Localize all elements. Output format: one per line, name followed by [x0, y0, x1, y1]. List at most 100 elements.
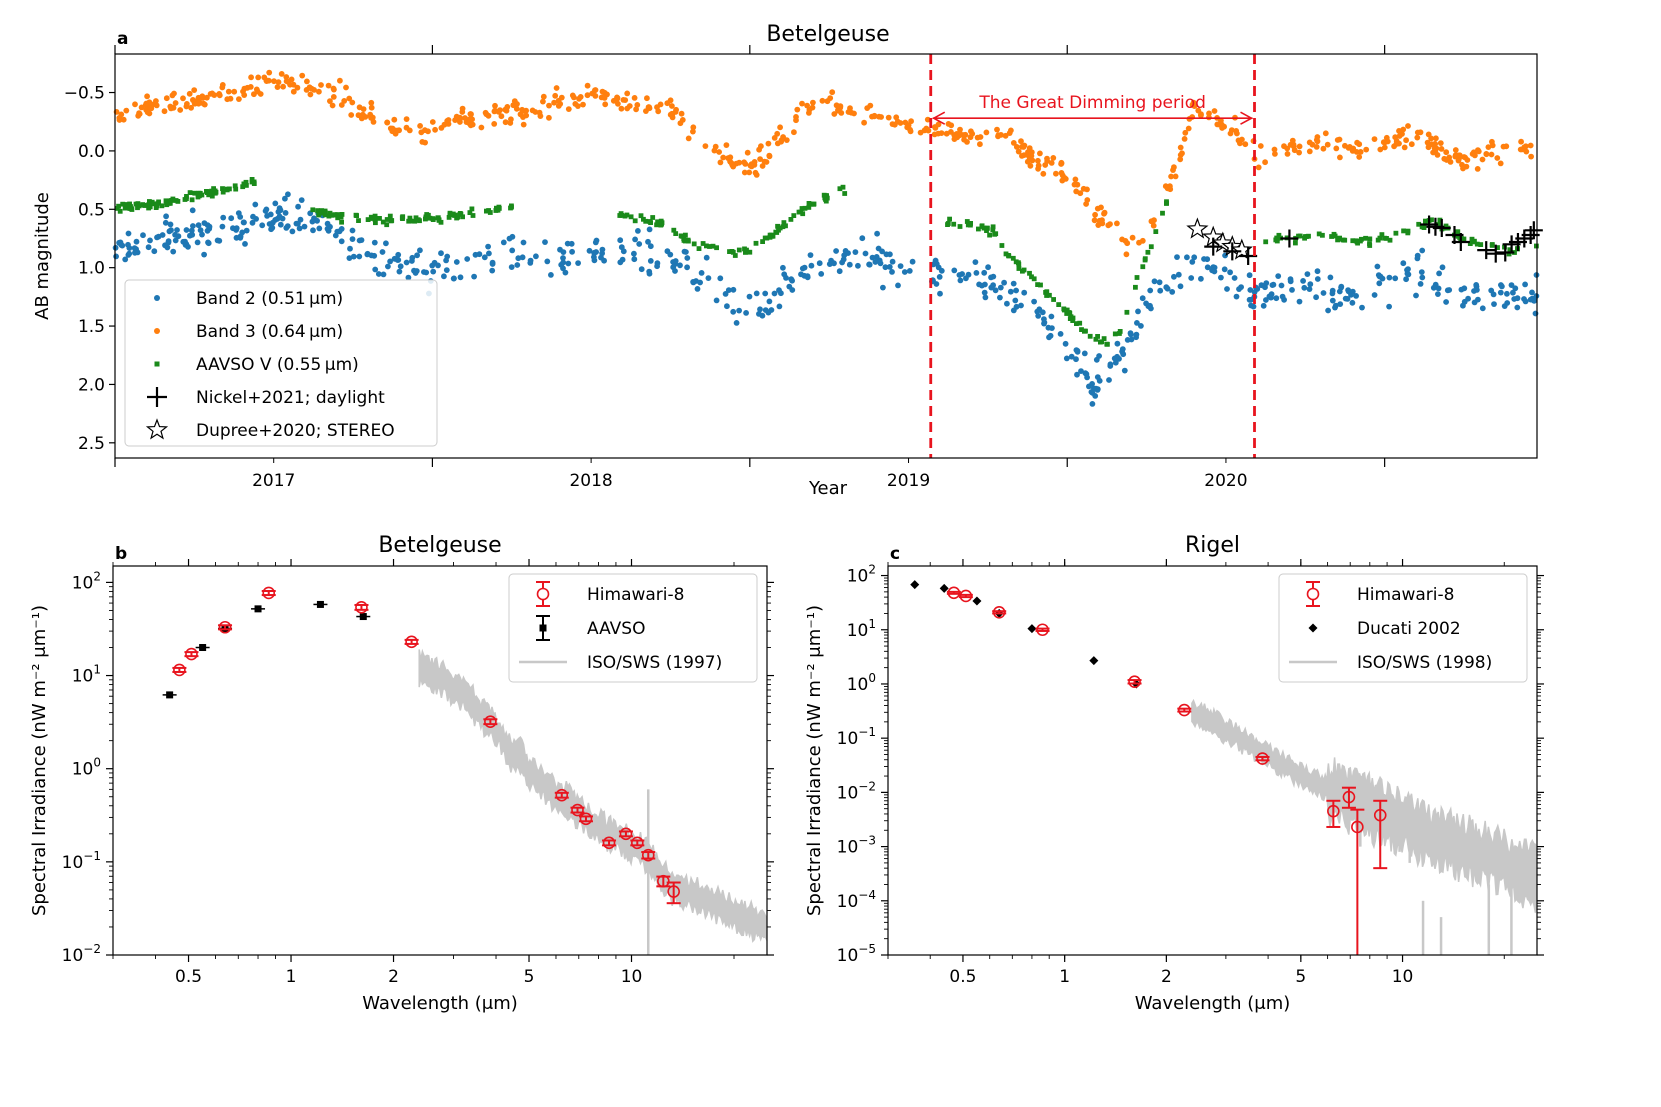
- band2-point: [833, 248, 839, 254]
- band2-point: [1119, 346, 1126, 352]
- y-tick-label: 102: [847, 563, 876, 587]
- band2-point: [1329, 287, 1336, 294]
- band3-point: [741, 169, 748, 176]
- aavso-point: [1020, 268, 1025, 274]
- band2-point: [412, 270, 419, 276]
- band2-point: [1338, 284, 1344, 291]
- aavso-point: [373, 220, 378, 226]
- band2-point: [310, 227, 316, 234]
- aavso-point: [1016, 260, 1021, 266]
- band3-point: [907, 128, 914, 135]
- band2-point: [882, 264, 889, 271]
- band3-point: [459, 109, 466, 115]
- band2-point: [347, 245, 353, 252]
- panel-label: c: [890, 544, 900, 564]
- aavso-point: [496, 204, 502, 210]
- legend-label: ISO/SWS (1997): [587, 653, 722, 673]
- aavso-point: [806, 205, 812, 210]
- panel-ylabel: Spectral Irradiance (nW m⁻² μm⁻¹): [804, 605, 825, 916]
- aavso-point: [1051, 297, 1056, 302]
- aavso-point: [1006, 253, 1011, 258]
- himawari-point: [262, 586, 276, 600]
- aavso-point: [619, 213, 625, 218]
- band2-point: [403, 259, 410, 266]
- y-tick-label: 1.0: [78, 259, 105, 279]
- aavso-point: [654, 222, 659, 228]
- aavso-point: [671, 227, 677, 233]
- legend-box: [1278, 573, 1528, 683]
- band2-point: [132, 249, 138, 256]
- band3-point: [343, 84, 349, 91]
- band2-point: [1221, 266, 1228, 273]
- band2-point: [879, 248, 885, 255]
- band3-point: [1177, 144, 1184, 151]
- legend-marker: [154, 295, 160, 301]
- band2-point: [1320, 290, 1327, 296]
- aavso-point: [979, 223, 985, 229]
- band3-point: [1428, 141, 1435, 148]
- himawari-point: [1036, 623, 1049, 637]
- band3-point: [1474, 166, 1481, 172]
- aavso-point: [427, 215, 433, 221]
- y-tick-label: 0.0: [78, 142, 105, 162]
- band3-point: [478, 124, 485, 131]
- band2-point: [1089, 401, 1096, 407]
- aavso-point: [469, 206, 475, 212]
- aavso-point: [387, 213, 393, 219]
- aavso-point: [976, 226, 981, 232]
- band2-point: [807, 252, 814, 258]
- aavso-point: [1079, 327, 1084, 332]
- band3-point: [867, 102, 874, 109]
- band2-point: [349, 236, 356, 243]
- aavso-point: [136, 203, 142, 209]
- band2-point: [1041, 320, 1047, 327]
- aavso-point: [947, 216, 952, 222]
- band3-point: [199, 93, 206, 100]
- band2-point: [937, 290, 943, 297]
- band2-point: [841, 252, 848, 259]
- band2-point: [167, 221, 174, 228]
- legend-label: Himawari-8: [1357, 585, 1454, 605]
- band3-point: [1015, 148, 1022, 155]
- band2-point: [464, 256, 471, 262]
- band2-point: [283, 225, 290, 231]
- band3-point: [1371, 136, 1378, 143]
- aavso-point: [127, 206, 133, 211]
- band2-point: [508, 264, 515, 270]
- aavso-point: [707, 244, 712, 249]
- band3-point: [346, 95, 353, 102]
- band2-point: [409, 254, 416, 261]
- band2-point: [309, 218, 316, 225]
- band3-point: [255, 74, 262, 81]
- aavso-point: [1472, 238, 1477, 244]
- aavso-point: [487, 210, 493, 215]
- band3-point: [495, 108, 502, 115]
- y-tick-label: 101: [72, 663, 101, 687]
- band3-point: [1191, 103, 1198, 109]
- himawari-point: [1327, 804, 1340, 818]
- band2-point: [1107, 363, 1114, 369]
- aavso-point: [117, 208, 123, 214]
- aavso-point: [484, 208, 489, 214]
- band3-point: [897, 120, 904, 126]
- aavso-point: [1164, 200, 1169, 206]
- band2-point: [1270, 281, 1277, 288]
- aavso-point: [412, 218, 418, 224]
- band2-point: [1001, 279, 1007, 286]
- band3-point: [1061, 175, 1068, 181]
- band2-point: [1114, 353, 1120, 360]
- aavso-point: [1153, 229, 1159, 234]
- band3-point: [766, 152, 773, 159]
- band3-point: [1452, 147, 1459, 153]
- daylight-plus: [1223, 242, 1242, 261]
- aavso-point: [788, 217, 794, 222]
- band3-point: [592, 87, 599, 93]
- band2-point: [230, 225, 236, 232]
- band2-point: [683, 249, 689, 255]
- band2-point: [1049, 325, 1055, 331]
- band3-point: [349, 99, 356, 106]
- band3-point: [592, 93, 599, 99]
- band2-point: [1209, 267, 1215, 274]
- aavso-point: [1145, 249, 1151, 255]
